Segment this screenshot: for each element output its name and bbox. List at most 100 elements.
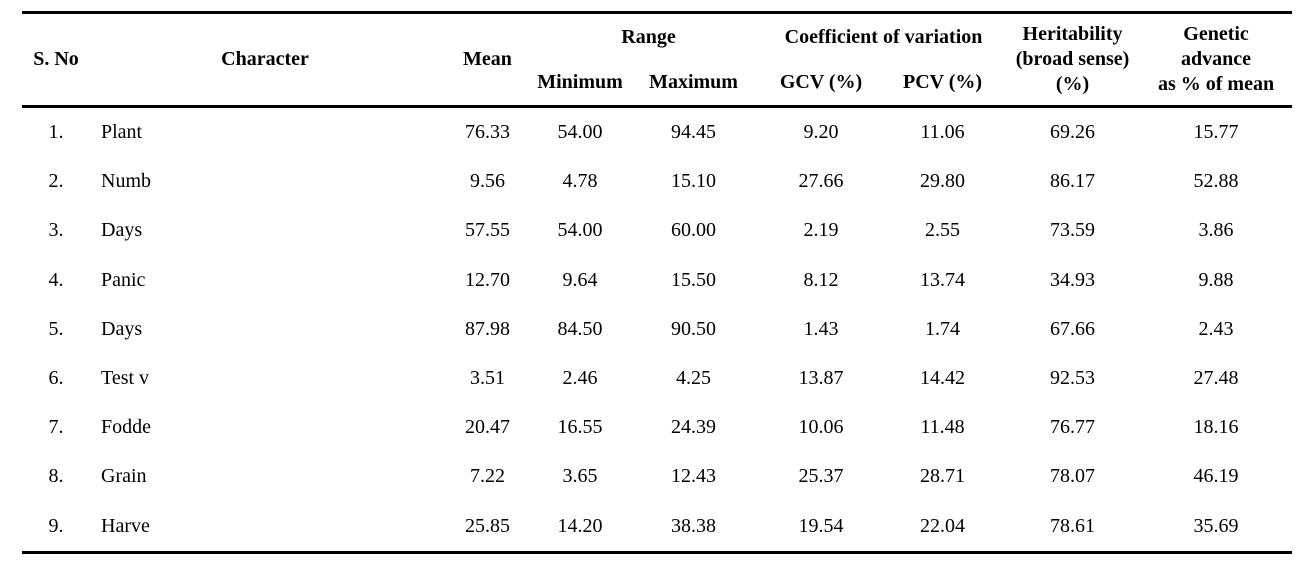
table-row: 8. Grain 7.22 3.65 12.43 25.37 28.71 78.07 46.19 xyxy=(22,452,1292,501)
cell-maximum: 94.45 xyxy=(671,121,716,144)
cell-minimum: 54.00 xyxy=(557,219,603,242)
cell-gcv: 27.66 xyxy=(798,170,844,193)
cell-pcv: 1.74 xyxy=(925,317,961,340)
cell-gcv: 1.43 xyxy=(803,317,839,340)
cell-gcv: 10.06 xyxy=(798,416,844,439)
cell-heritability: 73.59 xyxy=(1050,219,1096,242)
cell-pcv: 2.55 xyxy=(925,219,961,242)
cell-pcv: 22.04 xyxy=(920,514,966,537)
cell-gcv: 9.20 xyxy=(803,121,839,144)
table-row: 2. Numb 9.56 4.78 15.10 27.66 29.80 86.17 52.88 xyxy=(22,157,1292,206)
cell-heritability: 76.77 xyxy=(1050,416,1096,439)
cell-s-no: 7. xyxy=(48,416,64,439)
cell-maximum: 38.38 xyxy=(671,514,716,537)
cell-heritability: 34.93 xyxy=(1050,268,1096,291)
cell-mean: 87.98 xyxy=(465,317,510,340)
cell-mean: 7.22 xyxy=(470,465,505,488)
cell-heritability: 86.17 xyxy=(1050,170,1096,193)
cell-mean: 57.55 xyxy=(465,219,510,242)
col-header-mean: Mean xyxy=(463,48,512,71)
cell-minimum: 84.50 xyxy=(557,317,603,340)
cell-maximum: 12.43 xyxy=(671,465,716,488)
cell-mean: 25.85 xyxy=(465,514,510,537)
table-row: 5. Days 87.98 84.50 90.50 1.43 1.74 67.66 2.43 xyxy=(22,305,1292,354)
table-row: 7. Fodde 20.47 16.55 24.39 10.06 11.48 76.77 18.… xyxy=(22,403,1292,452)
cell-s-no: 4. xyxy=(48,268,64,291)
table-header: S. No Character Mean Range Coefficient o… xyxy=(22,13,1293,107)
cell-genetic-advance: 35.69 xyxy=(1193,514,1239,537)
cell-minimum: 3.65 xyxy=(562,465,598,488)
table-body: 1. Plant 76.33 54.00 94.45 9.20 11.06 69.26 15.7… xyxy=(22,107,1292,553)
cell-maximum: 60.00 xyxy=(671,219,716,242)
cell-genetic-advance: 27.48 xyxy=(1193,367,1239,390)
header-row-sub: Minimum Maximum GCV (%) PCV (%) xyxy=(22,61,1292,107)
cell-heritability: 92.53 xyxy=(1050,367,1096,390)
table-row: 6. Test v 3.51 2.46 4.25 13.87 14.42 92.53 27.48 xyxy=(22,354,1292,403)
col-header-pcv: PCV (%) xyxy=(902,71,983,94)
cell-maximum: 24.39 xyxy=(671,416,716,439)
cell-heritability: 67.66 xyxy=(1050,317,1096,340)
cell-maximum: 15.10 xyxy=(671,170,716,193)
cell-s-no: 8. xyxy=(48,465,64,488)
cell-mean: 76.33 xyxy=(465,121,510,144)
cell-character: Test v xyxy=(101,367,150,390)
cell-pcv: 14.42 xyxy=(920,367,966,390)
cell-pcv: 11.48 xyxy=(920,416,965,439)
cell-minimum: 16.55 xyxy=(557,416,603,439)
cell-s-no: 3. xyxy=(48,219,64,242)
cell-character: Days xyxy=(101,317,143,340)
col-header-maximum: Maximum xyxy=(649,71,738,94)
col-header-heritability: Heritability (broad sense) (%) xyxy=(1015,23,1130,95)
cell-mean: 9.56 xyxy=(470,170,505,193)
cell-character: Panic xyxy=(101,268,146,291)
cell-s-no: 5. xyxy=(48,317,64,340)
cell-genetic-advance: 52.88 xyxy=(1193,170,1239,193)
cell-s-no: 9. xyxy=(48,514,64,537)
cell-character: Harve xyxy=(101,514,150,537)
cell-character: Fodde xyxy=(101,416,151,439)
cell-minimum: 9.64 xyxy=(562,268,598,291)
cell-genetic-advance: 18.16 xyxy=(1193,416,1239,439)
cell-s-no: 2. xyxy=(48,170,64,193)
cell-pcv: 28.71 xyxy=(920,465,966,488)
table-row: 9. Harve 25.85 14.20 38.38 19.54 22.04 78.61 35.… xyxy=(22,502,1292,553)
cell-character: Numb xyxy=(101,170,151,193)
col-header-minimum: Minimum xyxy=(537,71,623,94)
col-header-character: Character xyxy=(221,48,309,71)
cell-heritability: 78.07 xyxy=(1050,465,1096,488)
header-row-top: S. No Character Mean Range Coefficient o… xyxy=(22,13,1292,95)
col-header-genetic-advance: Genetic advance as % of mean xyxy=(1157,23,1275,95)
cell-genetic-advance: 15.77 xyxy=(1193,121,1239,144)
table-row: 3. Days 57.55 54.00 60.00 2.19 2.55 73.59 3.86 xyxy=(22,206,1292,255)
cell-maximum: 90.50 xyxy=(671,317,716,340)
cell-minimum: 2.46 xyxy=(562,367,598,390)
cell-minimum: 14.20 xyxy=(557,514,603,537)
cell-pcv: 13.74 xyxy=(920,268,966,291)
cell-heritability: 78.61 xyxy=(1050,514,1096,537)
results-table: S. No Character Mean Range Coefficient o… xyxy=(22,11,1293,554)
cell-minimum: 54.00 xyxy=(557,121,603,144)
cell-pcv: 11.06 xyxy=(920,121,965,144)
col-header-gcv: GCV (%) xyxy=(779,71,863,94)
cell-genetic-advance: 3.86 xyxy=(1198,219,1234,242)
cell-mean: 12.70 xyxy=(465,268,510,291)
cell-genetic-advance: 9.88 xyxy=(1198,268,1234,291)
cell-gcv: 8.12 xyxy=(803,268,839,291)
cell-s-no: 1. xyxy=(48,121,64,144)
cell-genetic-advance: 46.19 xyxy=(1193,465,1239,488)
cell-maximum: 15.50 xyxy=(671,268,716,291)
table-row: 4. Panic 12.70 9.64 15.50 8.12 13.74 34.93 9.88 xyxy=(22,256,1292,305)
col-group-header-coefficient-of-variation: Coefficient of variation xyxy=(784,25,983,48)
cell-pcv: 29.80 xyxy=(920,170,966,193)
cell-gcv: 19.54 xyxy=(798,514,844,537)
cell-gcv: 13.87 xyxy=(798,367,844,390)
cell-gcv: 2.19 xyxy=(803,219,839,242)
table-row: 1. Plant 76.33 54.00 94.45 9.20 11.06 69.26 15.7… xyxy=(22,107,1292,158)
cell-genetic-advance: 2.43 xyxy=(1198,317,1234,340)
cell-mean: 3.51 xyxy=(470,367,505,390)
col-group-header-range: Range xyxy=(621,25,676,48)
cell-maximum: 4.25 xyxy=(676,367,711,390)
cell-character: Grain xyxy=(101,465,147,488)
cell-mean: 20.47 xyxy=(465,416,510,439)
